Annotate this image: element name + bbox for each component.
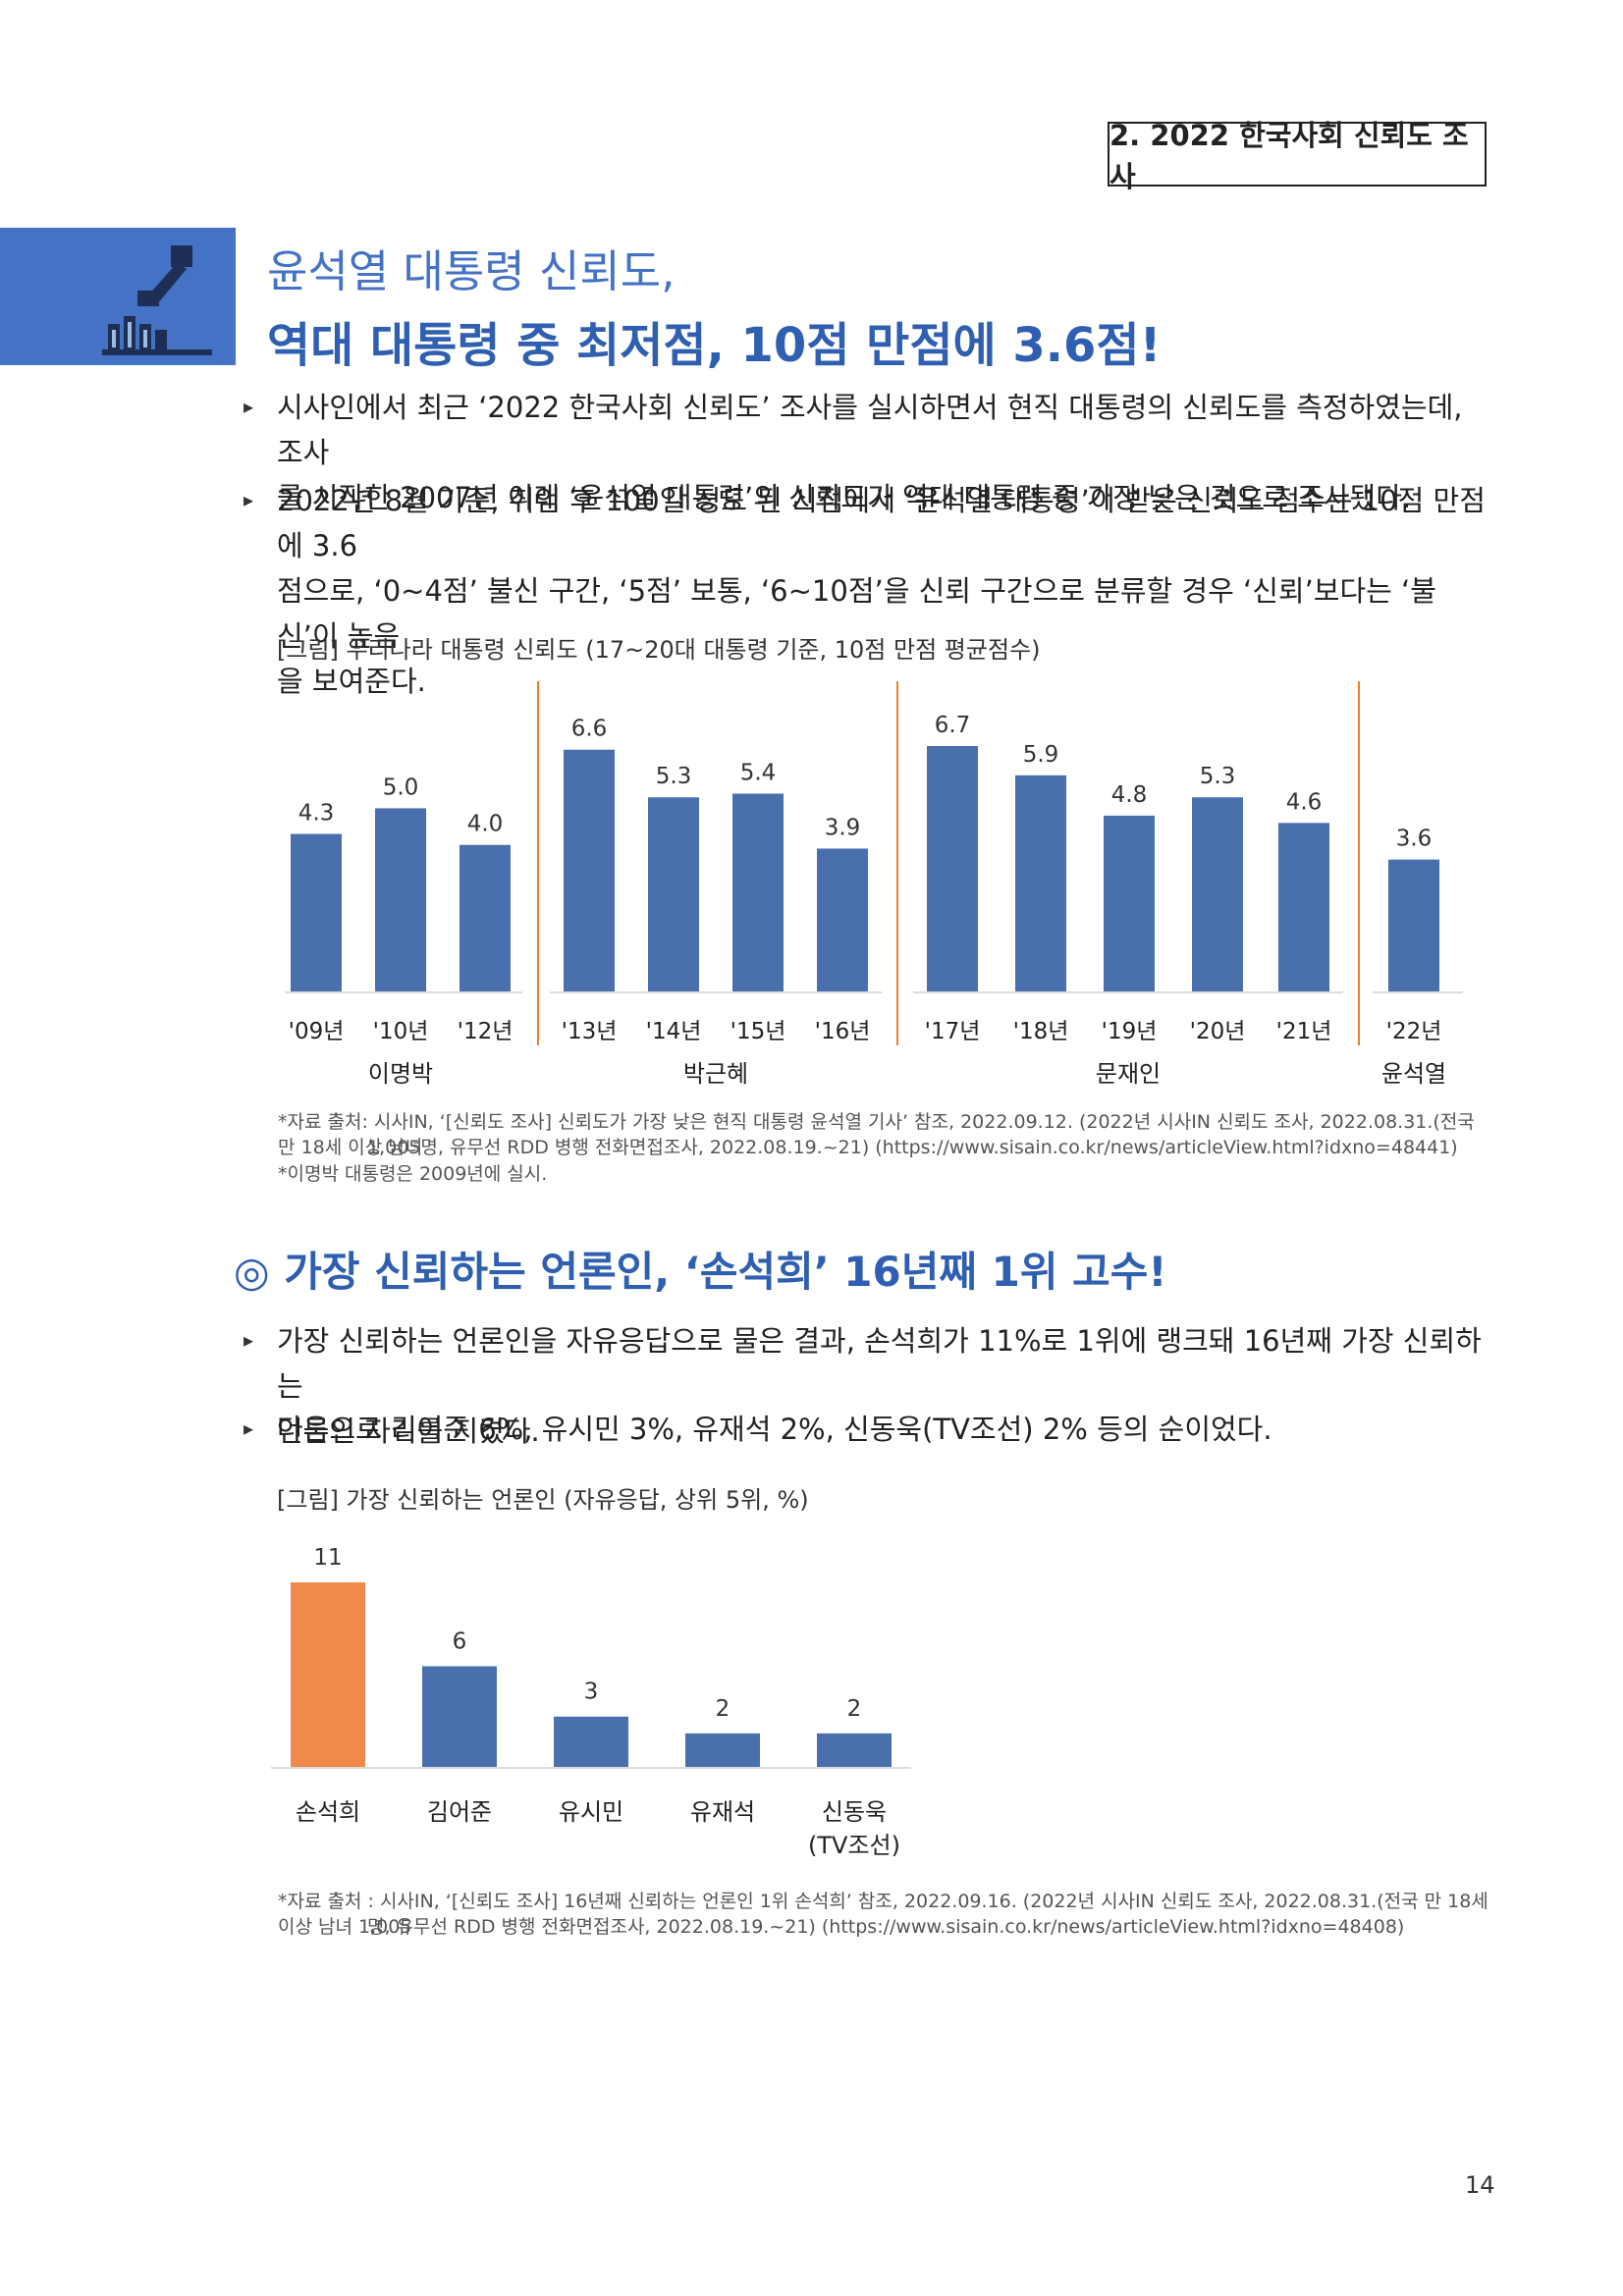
triangle-bullet-icon: ▸ bbox=[243, 395, 254, 418]
data-label: 11 bbox=[313, 1545, 342, 1571]
group-label: 문재인 bbox=[1096, 1060, 1161, 1088]
data-label: 2 bbox=[716, 1696, 730, 1722]
tick-label: 유재석 bbox=[690, 1798, 755, 1826]
group-label: 윤석열 bbox=[1381, 1060, 1446, 1088]
triangle-bullet-icon: ▸ bbox=[243, 1328, 254, 1352]
president-trust-chart: 4.3 '09년 5.0 '10년 4.0 '12년 6.6 '13년 5.3 '14년 5.4 '1… bbox=[285, 681, 1463, 1088]
figure-1-caption: [그림] 우리나라 대통령 신뢰도 (17~20대 대통령 기준, 10점 만점… bbox=[277, 636, 1041, 664]
tick-label: 김어준 bbox=[427, 1798, 492, 1826]
bullet-paragraph-2: 2022년 8월 기준, 취임 후 100일 정도 된 시점에서 ‘윤석열 대통… bbox=[277, 484, 1486, 698]
bar bbox=[1104, 815, 1155, 991]
bar bbox=[817, 1733, 892, 1767]
title-line-2: 역대 대통령 중 최저점, 10점 만점에 3.6점! bbox=[267, 318, 1162, 373]
tick-label: '15년 bbox=[730, 1019, 786, 1044]
source-note-2: *자료 출처 : 시사IN, ‘[신뢰도 조사] 16년째 신뢰하는 언론인 1… bbox=[278, 1891, 1488, 1938]
bar bbox=[648, 797, 699, 991]
bar bbox=[1278, 823, 1329, 991]
triangle-bullet-icon: ▸ bbox=[243, 488, 254, 511]
data-label: 4.8 bbox=[1111, 782, 1148, 808]
tick-label: '18년 bbox=[1013, 1019, 1069, 1044]
tick-label: 유시민 bbox=[559, 1798, 623, 1826]
data-label: 5.9 bbox=[1023, 742, 1059, 768]
tick-label: 손석희 bbox=[296, 1798, 360, 1826]
bar bbox=[291, 833, 342, 991]
data-label: 5.4 bbox=[740, 761, 777, 786]
data-label: 4.6 bbox=[1286, 789, 1323, 815]
group-label: 이명박 bbox=[368, 1060, 433, 1088]
source-note-1-cont: 1,005명, 유무선 RDD 병행 전화면접조사, 2022.08.19.~2… bbox=[367, 1137, 1458, 1158]
tick-label: '17년 bbox=[925, 1019, 981, 1044]
bar bbox=[291, 1582, 365, 1767]
data-label: 6.6 bbox=[571, 717, 608, 742]
tick-label: '20년 bbox=[1190, 1019, 1246, 1044]
source-note-2-cont: 명, 유무선 RDD 병행 전화면접조사, 2022.08.19.~21) (h… bbox=[367, 1916, 1405, 1938]
data-label: 3 bbox=[584, 1680, 599, 1705]
tick-label: '09년 bbox=[289, 1019, 345, 1044]
bar bbox=[817, 848, 868, 991]
data-label: 4.0 bbox=[467, 812, 504, 837]
tick-label: '16년 bbox=[815, 1019, 871, 1044]
bar bbox=[685, 1733, 760, 1767]
bar bbox=[554, 1716, 628, 1767]
data-label: 6 bbox=[453, 1629, 467, 1654]
page-number: 14 bbox=[1465, 2171, 1495, 2199]
tick-label: 신동욱 bbox=[822, 1798, 887, 1826]
tick-sublabel: (TV조선) bbox=[808, 1832, 900, 1859]
bar bbox=[460, 844, 511, 991]
survey-person-icon bbox=[0, 228, 236, 365]
section-2-heading: ◎ 가장 신뢰하는 언론인, ‘손석희’ 16년째 1위 고수! bbox=[234, 1248, 1167, 1296]
title-icon-block bbox=[0, 228, 236, 365]
bullet-paragraph-4: 다음으로 김어준 6%, 유시민 3%, 유재석 2%, 신동욱(TV조선) 2… bbox=[277, 1413, 1272, 1446]
tick-label: '22년 bbox=[1386, 1019, 1442, 1044]
tick-label: '13년 bbox=[562, 1019, 618, 1044]
data-label: 4.3 bbox=[298, 801, 335, 827]
triangle-bullet-icon: ▸ bbox=[243, 1416, 254, 1440]
data-label: 6.7 bbox=[935, 713, 971, 738]
data-label: 5.3 bbox=[1200, 764, 1236, 789]
bullet-paragraph-1: 시사인에서 최근 ‘2022 한국사회 신뢰도’ 조사를 실시하면서 현직 대통… bbox=[277, 391, 1463, 514]
tick-label: '14년 bbox=[646, 1019, 702, 1044]
footnote-lee: *이명박 대통령은 2009년에 실시. bbox=[278, 1163, 548, 1185]
tick-label: '21년 bbox=[1276, 1019, 1332, 1044]
bar bbox=[927, 746, 978, 991]
data-label: 5.3 bbox=[656, 764, 692, 789]
data-label: 5.0 bbox=[383, 774, 419, 800]
bullet-paragraph-3: 가장 신뢰하는 언론인을 자유응답으로 물은 결과, 손석희가 11%로 1위에… bbox=[277, 1324, 1482, 1448]
title-line-1: 윤석열 대통령 신뢰도, bbox=[267, 245, 676, 297]
data-label: 3.6 bbox=[1396, 827, 1433, 852]
bar bbox=[1192, 797, 1243, 991]
data-label: 3.9 bbox=[825, 815, 861, 840]
tick-label: '10년 bbox=[373, 1019, 429, 1044]
figure-2-caption: [그림] 가장 신뢰하는 언론인 (자유응답, 상위 5위, %) bbox=[277, 1486, 809, 1514]
bar bbox=[375, 808, 426, 991]
bar bbox=[1015, 774, 1066, 991]
bar bbox=[564, 749, 615, 991]
source-note-1: *자료 출처: 시사IN, ‘[신뢰도 조사] 신뢰도가 가장 낮은 현직 대통… bbox=[278, 1111, 1475, 1158]
section-tag: 2. 2022 한국사회 신뢰도 조사 bbox=[1108, 119, 1487, 193]
tick-label: '19년 bbox=[1102, 1019, 1158, 1044]
data-label: 2 bbox=[847, 1696, 862, 1722]
journalist-trust-chart: 11 손석희 6 김어준 3 유시민 2 유재석 2 신동욱 (TV조선) bbox=[271, 1545, 911, 1859]
tick-label: '12년 bbox=[458, 1019, 514, 1044]
bar bbox=[732, 793, 784, 991]
bar bbox=[1388, 859, 1439, 991]
group-label: 박근혜 bbox=[683, 1060, 748, 1088]
bar bbox=[422, 1666, 497, 1767]
